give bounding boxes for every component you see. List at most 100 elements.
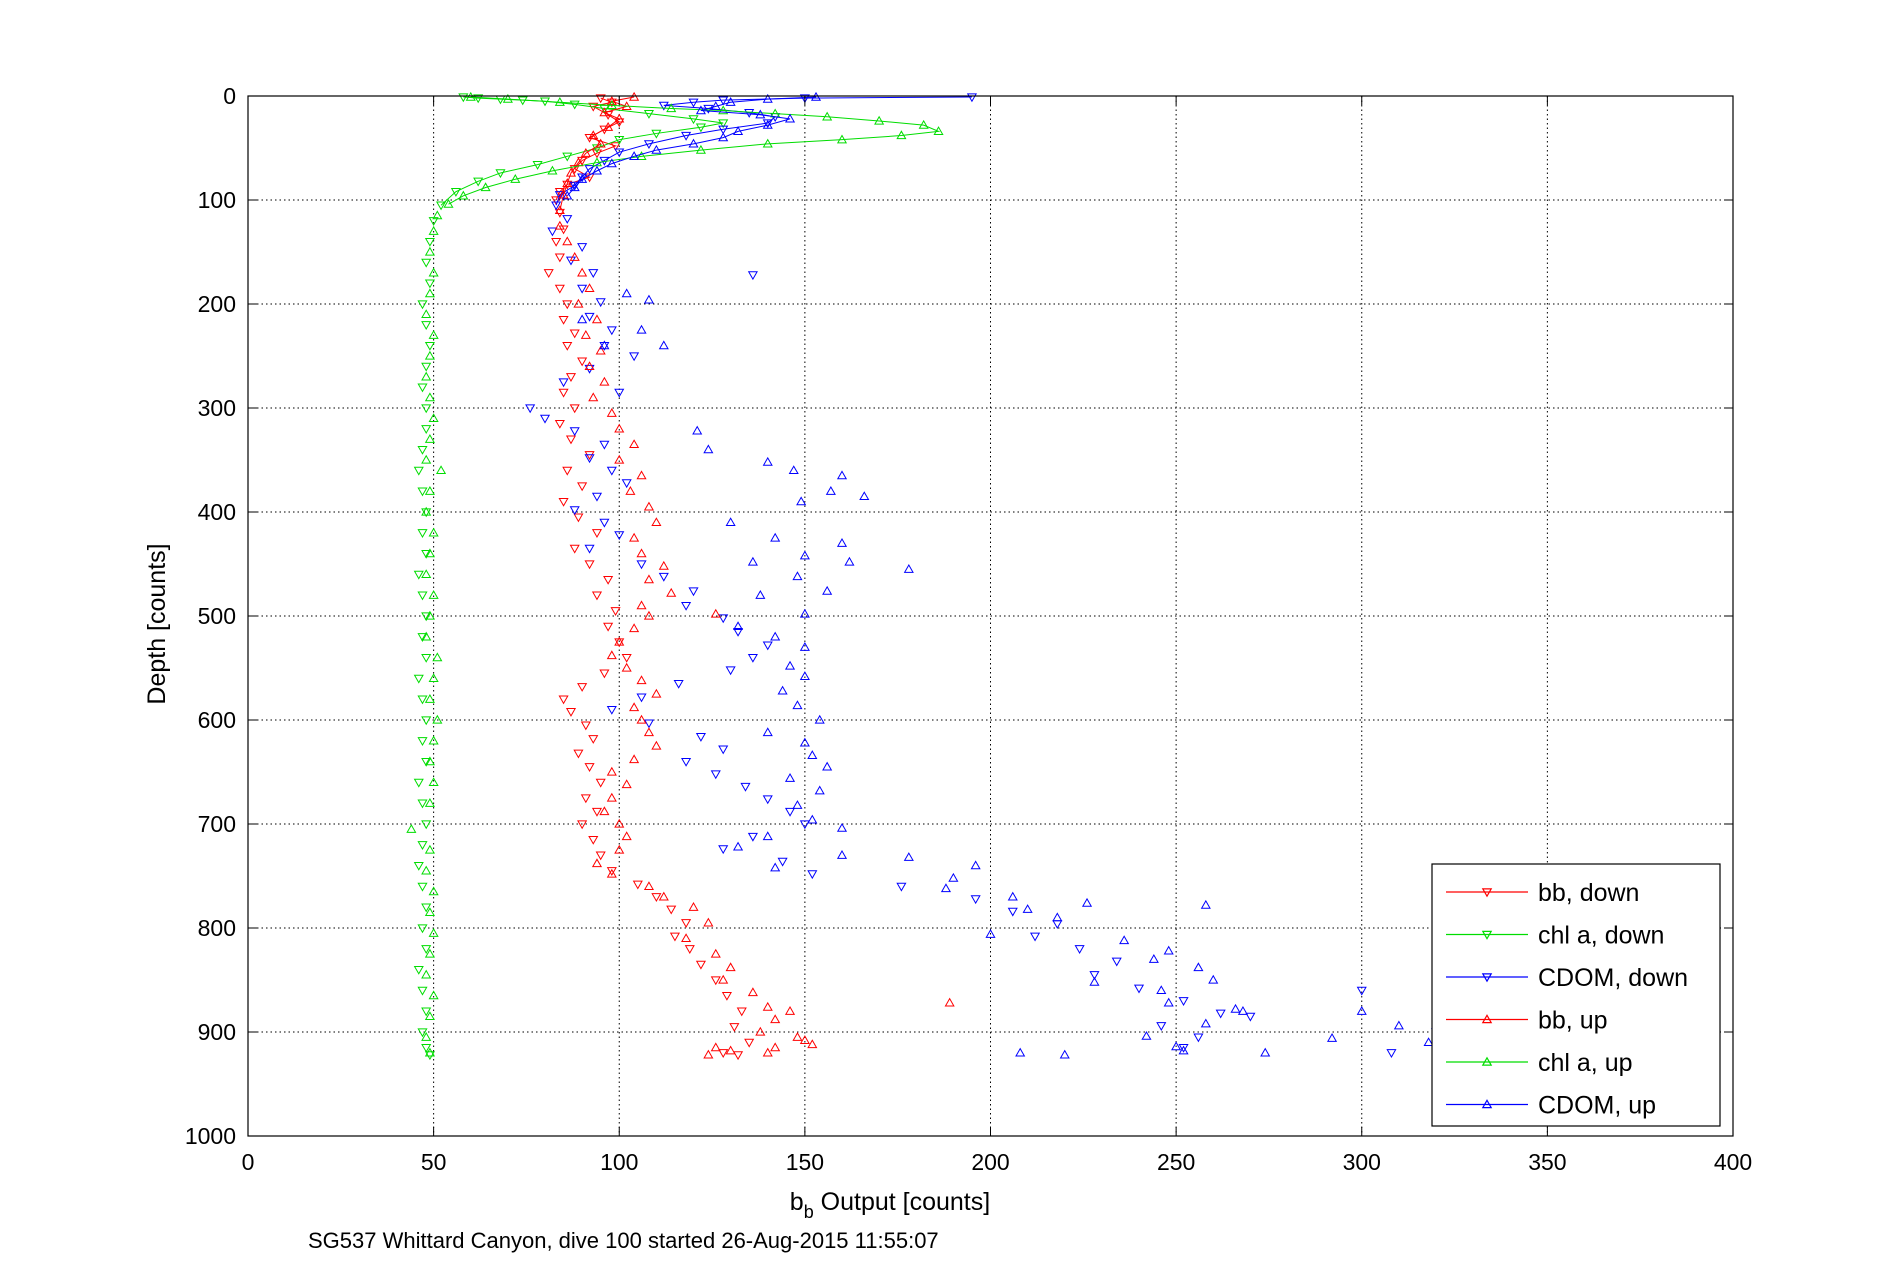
data-point (636, 324, 647, 334)
data-point (428, 329, 439, 339)
data-point (725, 666, 736, 676)
data-point (721, 991, 732, 1001)
data-point (703, 917, 714, 927)
data-point (606, 466, 617, 476)
y-tick-label: 400 (198, 499, 236, 525)
y-tick-label: 900 (198, 1019, 236, 1045)
data-point (666, 587, 677, 597)
data-point (1163, 997, 1174, 1007)
data-point (413, 570, 424, 580)
x-tick-label: 300 (1343, 1149, 1381, 1175)
data-point (747, 832, 758, 842)
data-point (554, 188, 565, 197)
data-point (688, 587, 699, 597)
data-point (695, 123, 706, 133)
data-point (1193, 1033, 1204, 1043)
data-point (599, 440, 610, 450)
data-point (584, 133, 595, 143)
data-point (621, 831, 632, 841)
data-point (588, 835, 599, 845)
data-point (755, 589, 766, 599)
data-point (836, 470, 848, 480)
data-point (1193, 962, 1204, 972)
data-point (643, 501, 655, 511)
data-point (421, 425, 432, 435)
x-tick-label: 0 (242, 1149, 255, 1175)
data-point (777, 857, 788, 867)
data-point (666, 905, 677, 915)
data-point (799, 1035, 810, 1044)
legend-box (1431, 863, 1721, 1127)
data-point (636, 675, 647, 685)
data-point (762, 795, 773, 805)
data-point (684, 945, 695, 955)
data-point (424, 350, 435, 360)
data-point (554, 220, 565, 230)
data-point (836, 822, 848, 832)
data-point (603, 121, 614, 131)
data-point (744, 1038, 755, 1048)
data-point (417, 986, 428, 996)
data-point (1200, 1018, 1211, 1028)
y-tick-label: 800 (198, 915, 236, 941)
data-point (636, 151, 647, 160)
data-point (710, 608, 721, 618)
data-point (651, 688, 662, 698)
data-point (428, 267, 439, 277)
data-point (591, 529, 603, 539)
data-point (762, 727, 773, 737)
data-point (629, 151, 640, 160)
y-tick-label: 500 (198, 603, 236, 629)
legend-label: CDOM, up (1538, 1092, 1656, 1120)
data-point (710, 976, 721, 986)
legend-swatch-marker (1481, 888, 1493, 898)
data-point (621, 288, 632, 298)
data-point (595, 138, 606, 148)
data-point (643, 881, 655, 891)
data-point (1156, 1022, 1167, 1031)
data-point (762, 831, 773, 841)
data-point (421, 321, 432, 331)
data-point (569, 251, 580, 261)
data-point (1260, 1047, 1271, 1057)
data-point (1148, 953, 1159, 963)
data-point (584, 451, 595, 461)
data-point (424, 693, 435, 703)
data-point (658, 891, 669, 901)
data-point (725, 962, 736, 972)
data-point (577, 267, 588, 277)
data-point (606, 766, 617, 776)
data-point (421, 371, 432, 381)
data-point (695, 960, 706, 970)
data-point (762, 1001, 773, 1011)
data-point (799, 671, 810, 680)
data-point (584, 361, 595, 371)
data-point (599, 669, 610, 679)
data-point (421, 506, 432, 516)
data-point (725, 517, 736, 527)
data-point (558, 378, 569, 388)
data-point (558, 388, 569, 398)
data-point (825, 485, 836, 495)
data-point (658, 101, 669, 111)
data-point (417, 445, 428, 455)
data-point (606, 867, 617, 877)
data-point (580, 721, 591, 731)
data-point (799, 608, 810, 618)
series-4 (406, 91, 944, 1057)
data-point (643, 294, 655, 304)
data-point (417, 737, 428, 747)
data-point (732, 841, 744, 851)
data-point (614, 423, 625, 433)
data-point (443, 198, 454, 208)
data-point (562, 236, 573, 246)
data-point (784, 807, 796, 817)
data-point (577, 683, 588, 692)
data-point (435, 465, 447, 475)
data-point (718, 96, 729, 106)
data-point (807, 870, 818, 880)
data-point (577, 357, 588, 367)
data-point (1245, 1012, 1256, 1022)
data-point (421, 969, 432, 979)
data-point (599, 107, 610, 117)
